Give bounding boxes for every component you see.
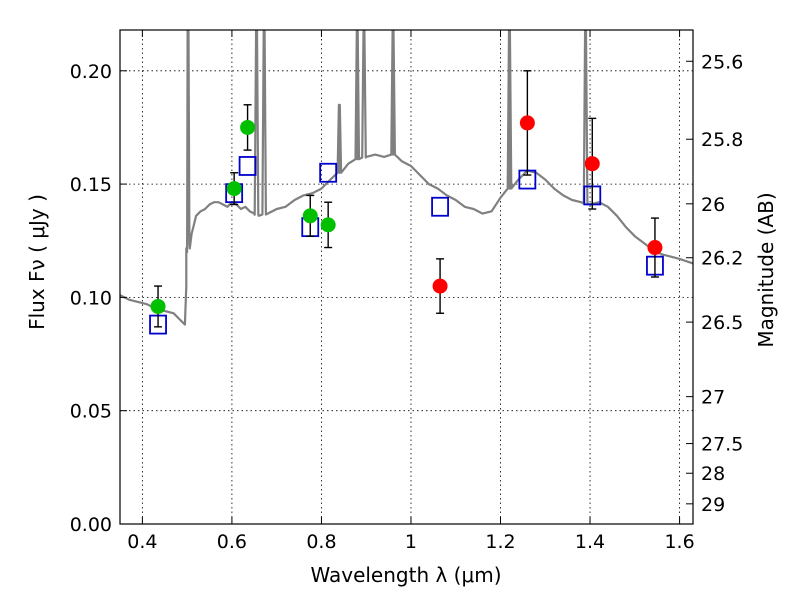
infrared-photometry-point [584, 156, 600, 172]
x-tick-label: 0.6 [217, 531, 247, 553]
magnitude-tick-label: 25.6 [701, 51, 743, 73]
y-tick-label: 0.00 [70, 514, 112, 536]
x-axis-title: Wavelength λ (μm) [310, 563, 501, 587]
magnitude-tick-label: 28 [701, 463, 725, 485]
optical-photometry-point [150, 298, 166, 314]
magnitude-tick-label: 26.5 [701, 312, 743, 334]
plot-clipped-group [120, 30, 693, 335]
magnitude-tick-label: 26.2 [701, 248, 743, 270]
model-spectrum-line [120, 30, 693, 326]
x-tick-label: 1.2 [485, 531, 515, 553]
x-tick-label: 1.6 [664, 531, 694, 553]
magnitude-tick-label: 27.5 [701, 434, 743, 456]
model-photometry-box [319, 162, 338, 183]
y-tick-label: 0.10 [70, 287, 112, 309]
magnitude-tick-label: 27 [701, 387, 725, 409]
optical-photometry-point [302, 208, 318, 224]
optical-photometry-point [320, 217, 336, 233]
y-tick-label: 0.15 [70, 174, 112, 196]
plot-area [120, 30, 693, 335]
x-tick-label: 0.4 [127, 531, 157, 553]
axes: 0.4 0.6 0.8 1 1.2 1.4 1.6 0.00 0.05 0.10 0.15 0.20 2… [70, 30, 743, 553]
optical-photometry-point [240, 119, 256, 135]
model-photometry-box [431, 196, 449, 217]
y-axis-title: Flux Fν ( μJy ) [25, 194, 49, 330]
magnitude-tick-label: 29 [701, 494, 725, 516]
infrared-photometry-point [432, 278, 448, 294]
magnitude-tick-label: 26 [701, 194, 725, 216]
y-tick-label: 0.05 [70, 401, 112, 423]
y-axis-right-title: Magnitude (AB) [754, 192, 778, 347]
plot-frame [119, 29, 694, 525]
infrared-photometry-point [519, 115, 535, 131]
optical-photometry-point [226, 181, 242, 197]
x-tick-label: 1 [405, 531, 417, 553]
y-tick-label: 0.20 [70, 61, 112, 83]
model-photometry-box [238, 156, 257, 176]
x-tick-label: 1.4 [575, 531, 605, 553]
x-tick-label: 0.8 [306, 531, 336, 553]
infrared-photometry-point [647, 240, 663, 256]
magnitude-tick-label: 25.8 [701, 129, 743, 151]
